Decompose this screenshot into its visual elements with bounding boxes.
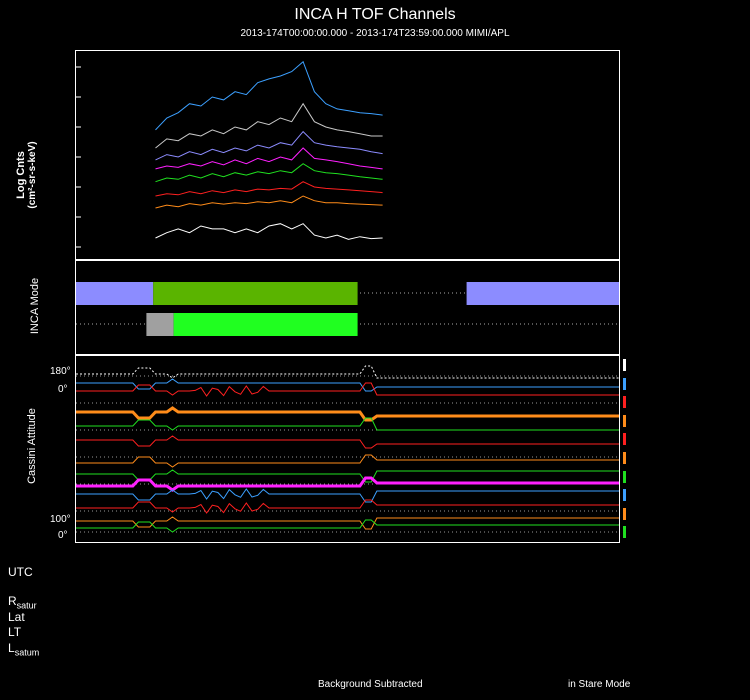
attitude-line-7 — [76, 469, 619, 483]
mode-panel — [75, 260, 620, 355]
series-line-6 — [155, 102, 383, 149]
series-line-7 — [155, 60, 383, 131]
attitude-legend-swatch — [623, 526, 626, 539]
attitude-panel — [75, 355, 620, 543]
series-line-5 — [155, 130, 383, 161]
ylabel-text: Log Cnts — [15, 151, 27, 199]
utc-label: UTC — [8, 565, 33, 579]
attitude-line-1 — [76, 378, 619, 392]
attitude-legend-swatch — [623, 377, 626, 390]
mode-bar-row1 — [76, 282, 154, 305]
mode-bar-row2 — [146, 313, 174, 336]
chart-subtitle: 2013-174T00:00:00.000 - 2013-174T23:59:0… — [240, 28, 510, 39]
att-tick-bottom: 100° — [50, 514, 71, 525]
att-tick-bottom2: 0° — [58, 530, 68, 541]
attitude-legend-swatch — [623, 414, 626, 427]
footer-right: in Stare Mode — [568, 679, 631, 690]
attitude-line-10 — [76, 499, 619, 514]
attitude-line-2 — [76, 382, 619, 397]
series-line-1 — [155, 195, 383, 209]
attitude-line-6 — [76, 454, 619, 468]
attitude-plot — [76, 365, 619, 533]
spectra-panel — [75, 50, 620, 260]
mode-plot — [76, 282, 619, 336]
series-line-4 — [155, 147, 383, 170]
ephem-label-l: Lsatum — [8, 641, 40, 658]
mode-bar-row1 — [153, 282, 358, 305]
att-tick-top2: 0° — [58, 384, 68, 395]
attitude-line-8 — [76, 476, 619, 492]
ephem-label-r: Rsatur — [8, 594, 37, 611]
ephem-label-lat: Lat — [8, 610, 25, 624]
ephem-label-lt: LT — [8, 625, 22, 639]
attitude-legend-swatch — [623, 507, 626, 520]
mode-bar-row2 — [173, 313, 358, 336]
attitude-line-4 — [76, 417, 619, 431]
chart-title: INCA H TOF Channels — [294, 6, 456, 23]
spectra-plot — [76, 60, 383, 248]
attitude-legend-swatch — [623, 470, 626, 483]
attitude-legend-swatch — [623, 452, 626, 464]
attitude-line-12 — [76, 519, 619, 533]
attitude-line-11 — [76, 516, 619, 530]
attitude-legend-swatch — [623, 396, 626, 409]
attitude-legend-swatch — [623, 489, 626, 502]
attitude-line-5 — [76, 435, 619, 449]
series-line-0 — [155, 223, 383, 240]
mode-bar-row1 — [466, 282, 619, 305]
spectra-ylabel: Log Cnts (cm²-sr-s-keV) — [15, 125, 45, 225]
series-line-2 — [155, 181, 383, 197]
attitude-legend-swatch — [623, 433, 626, 446]
attitude-line-3 — [76, 406, 619, 422]
att-tick-top: 180° — [50, 366, 71, 377]
series-line-3 — [155, 163, 383, 183]
attitude-line-0 — [76, 365, 619, 379]
ylabel-units: (cm²-sr-s-keV) — [27, 141, 38, 209]
mode-panel-label: INCA Mode — [29, 277, 41, 335]
attitude-line-9 — [76, 488, 619, 503]
attitude-panel-label: Cassini Attitude — [26, 408, 38, 484]
footer-left: Background Subtracted — [318, 679, 423, 690]
attitude-legend-swatch — [623, 359, 626, 371]
